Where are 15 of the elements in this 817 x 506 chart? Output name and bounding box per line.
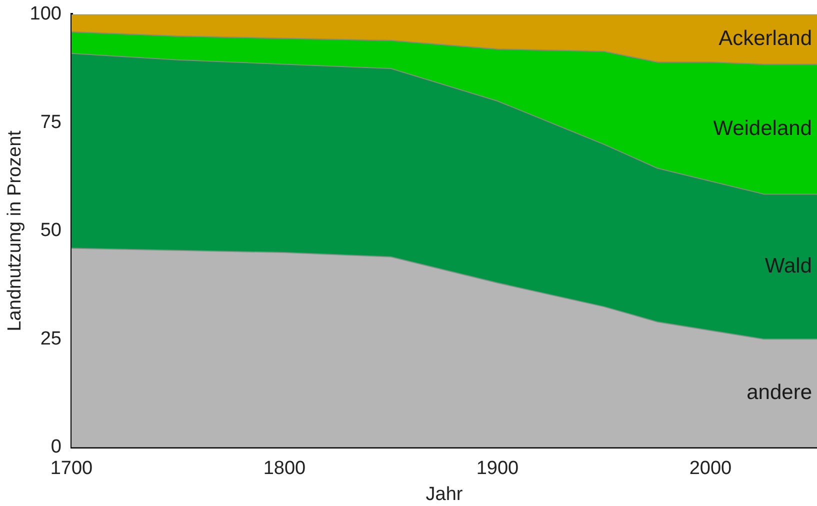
y-axis-title: Landnutzung in Prozent <box>4 130 26 332</box>
x-tick-label: 1700 <box>50 458 93 480</box>
series-label: andere <box>746 381 812 404</box>
x-tick-label: 1900 <box>476 458 519 480</box>
series-label: Wald <box>764 254 812 278</box>
series-label: Weideland <box>713 116 812 140</box>
x-tick-label: 2000 <box>689 458 732 480</box>
y-tick-label: 50 <box>40 220 62 242</box>
x-tick-label: 1800 <box>263 458 306 480</box>
y-tick-label: 0 <box>50 436 62 458</box>
y-tick-label: 25 <box>40 328 62 350</box>
y-tick-label: 75 <box>40 112 62 133</box>
series-label: Ackerland <box>718 27 812 50</box>
y-tick-label: 100 <box>30 4 62 25</box>
x-axis-title: Jahr <box>426 484 464 505</box>
